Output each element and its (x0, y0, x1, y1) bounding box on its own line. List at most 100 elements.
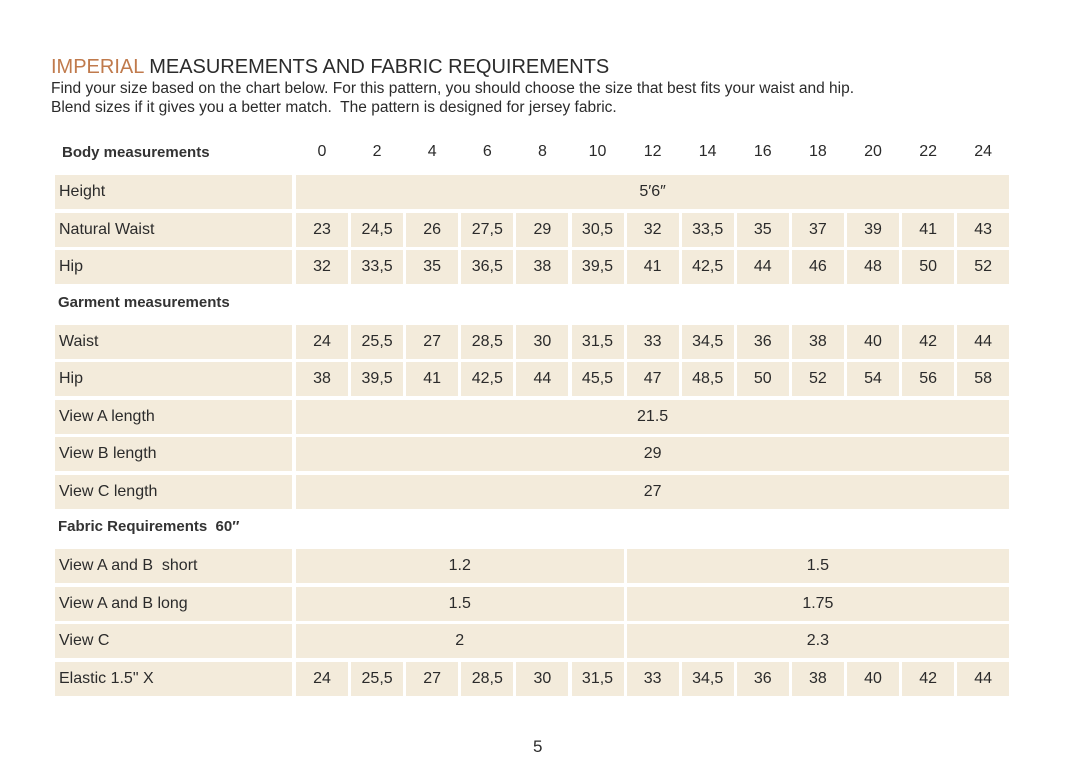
cell: 50 (902, 250, 955, 284)
cell: 48 (847, 250, 899, 284)
cell: 2 (296, 624, 624, 658)
title: IMPERIAL MEASUREMENTS AND FABRIC REQUIRE… (51, 56, 609, 79)
cell: 36,5 (461, 250, 514, 284)
cell: 41 (626, 250, 679, 284)
cell: 1.5 (296, 586, 624, 621)
cell: 54 (847, 362, 899, 396)
cell: 39,5 (571, 250, 624, 284)
size-header: 8 (537, 143, 547, 160)
size-header: 16 (753, 143, 772, 160)
cell: 44 (516, 362, 569, 396)
cell: 42 (902, 324, 955, 359)
row-label: Hip (55, 362, 292, 396)
cell: 48,5 (681, 362, 734, 396)
cell: 44 (957, 324, 1010, 359)
size-header: 2 (372, 143, 382, 160)
row-label: Hip (55, 250, 292, 284)
cell: 29 (296, 437, 1010, 471)
cell: 40 (847, 661, 899, 696)
cell: 33,5 (681, 212, 734, 247)
row-label: Natural Waist (55, 212, 292, 247)
cell: 33,5 (351, 250, 404, 284)
cell: 44 (957, 661, 1010, 696)
size-header: 20 (864, 143, 882, 160)
row-label: View C (55, 624, 292, 658)
cell: 28,5 (461, 324, 514, 359)
size-header: 4 (427, 143, 437, 160)
cell: 1.75 (626, 586, 1010, 621)
section-title: Body measurements (62, 144, 210, 161)
cell: 26 (406, 212, 459, 247)
size-header: 6 (482, 143, 492, 160)
cell: 42 (902, 661, 955, 696)
cell: 38 (791, 324, 844, 359)
cell: 42,5 (681, 250, 734, 284)
title-accent: IMPERIAL (51, 56, 144, 78)
cell: 40 (847, 324, 899, 359)
cell: 41 (902, 212, 955, 247)
cell: 2.3 (626, 624, 1010, 658)
row-label: View C length (55, 474, 292, 509)
cell: 45,5 (571, 362, 624, 396)
cell: 39,5 (351, 362, 404, 396)
row-label: View A and B short (55, 549, 292, 583)
cell: 42,5 (461, 362, 514, 396)
row-label: View B length (55, 437, 292, 471)
cell: 39 (847, 212, 899, 247)
cell: 52 (791, 362, 844, 396)
cell: 38 (296, 362, 348, 396)
cell: 32 (626, 212, 679, 247)
page-number: 5 (533, 737, 543, 756)
cell: 37 (791, 212, 844, 247)
cell: 24 (296, 661, 348, 696)
cell: 30 (516, 661, 569, 696)
cell: 38 (791, 661, 844, 696)
cell: 23 (296, 212, 348, 247)
cell: 58 (957, 362, 1010, 396)
size-header: 12 (643, 143, 662, 160)
cell: 31,5 (571, 661, 624, 696)
cell: 41 (406, 362, 459, 396)
size-header: 18 (808, 143, 827, 160)
cell: 33 (626, 324, 679, 359)
cell: 30 (516, 324, 569, 359)
size-header: 14 (698, 143, 717, 160)
cell: 43 (957, 212, 1010, 247)
cell: 56 (902, 362, 955, 396)
row-label: Height (55, 175, 292, 209)
size-header: 22 (919, 143, 937, 160)
cell: 1.2 (296, 549, 624, 583)
cell: 36 (736, 661, 789, 696)
cell: 30,5 (571, 212, 624, 247)
cell: 46 (791, 250, 844, 284)
cell: 27 (296, 474, 1010, 509)
cell: 24 (296, 324, 348, 359)
cell: 1.5 (626, 549, 1010, 583)
cell: 50 (736, 362, 789, 396)
intro-line: Find your size based on the chart below.… (51, 80, 855, 97)
cell: 34,5 (681, 661, 734, 696)
row-label: Waist (55, 324, 292, 359)
cell: 47 (626, 362, 679, 396)
row-label: View A and B long (55, 586, 292, 621)
cell: 25,5 (351, 324, 404, 359)
cell: 25,5 (351, 661, 404, 696)
cell: 24,5 (351, 212, 404, 247)
cell: 29 (516, 212, 569, 247)
cell: 28,5 (461, 661, 514, 696)
cell: 5′6″ (296, 175, 1010, 209)
title-main: MEASUREMENTS AND FABRIC REQUIREMENTS (149, 56, 610, 78)
cell: 27 (406, 324, 459, 359)
cell: 38 (516, 250, 569, 284)
cell: 35 (406, 250, 459, 284)
section-title: Garment measurements (58, 293, 230, 311)
cell: 32 (296, 250, 348, 284)
section-title: Fabric Requirements 60″ (58, 518, 240, 535)
cell: 34,5 (681, 324, 734, 359)
cell: 27,5 (461, 212, 514, 247)
cell: 33 (626, 661, 679, 696)
cell: 27 (406, 661, 459, 696)
cell: 21.5 (296, 399, 1010, 434)
cell: 31,5 (571, 324, 624, 359)
